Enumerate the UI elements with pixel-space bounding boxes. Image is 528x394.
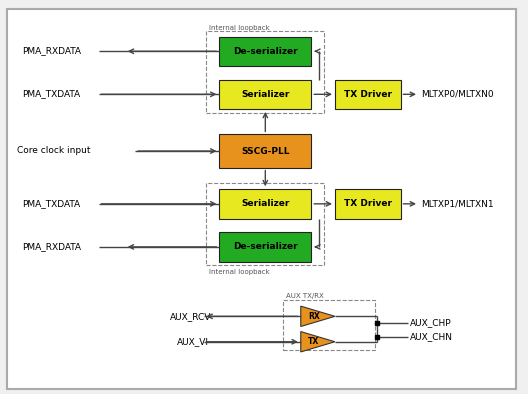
Bar xyxy=(219,134,312,168)
Polygon shape xyxy=(301,306,335,327)
Text: AUX_VI: AUX_VI xyxy=(177,337,209,346)
Text: TX Driver: TX Driver xyxy=(344,90,392,99)
Text: MLTXP1/MLTXN1: MLTXP1/MLTXN1 xyxy=(421,199,494,208)
Text: AUX_CHP: AUX_CHP xyxy=(410,318,451,327)
Bar xyxy=(219,189,312,219)
Text: AUX_CHN: AUX_CHN xyxy=(410,332,452,341)
Text: PMA_TXDATA: PMA_TXDATA xyxy=(22,89,81,98)
Text: TX: TX xyxy=(308,337,319,346)
Text: AUX_RCV: AUX_RCV xyxy=(169,312,211,321)
Bar xyxy=(206,183,324,266)
Bar xyxy=(206,31,324,113)
Text: AUX TX/RX: AUX TX/RX xyxy=(286,293,324,299)
Text: De-serializer: De-serializer xyxy=(233,242,298,251)
Text: Serializer: Serializer xyxy=(241,199,289,208)
Bar xyxy=(219,37,312,66)
Text: Internal loopback: Internal loopback xyxy=(209,269,270,275)
Text: De-serializer: De-serializer xyxy=(233,47,298,56)
Text: Serializer: Serializer xyxy=(241,90,289,99)
Bar xyxy=(219,232,312,262)
Text: PMA_RXDATA: PMA_RXDATA xyxy=(22,242,81,251)
Text: SSCG-PLL: SSCG-PLL xyxy=(241,147,289,156)
Bar xyxy=(335,189,401,219)
Text: PMA_RXDATA: PMA_RXDATA xyxy=(22,46,81,56)
Text: Core clock input: Core clock input xyxy=(17,146,91,155)
Bar xyxy=(335,80,401,109)
Text: Internal loopback: Internal loopback xyxy=(209,24,270,31)
Text: PMA_TXDATA: PMA_TXDATA xyxy=(22,199,81,208)
Polygon shape xyxy=(301,332,335,352)
Text: RX: RX xyxy=(308,312,319,321)
Text: TX Driver: TX Driver xyxy=(344,199,392,208)
Bar xyxy=(284,299,375,350)
Bar xyxy=(219,80,312,109)
Text: MLTXP0/MLTXN0: MLTXP0/MLTXN0 xyxy=(421,90,494,99)
